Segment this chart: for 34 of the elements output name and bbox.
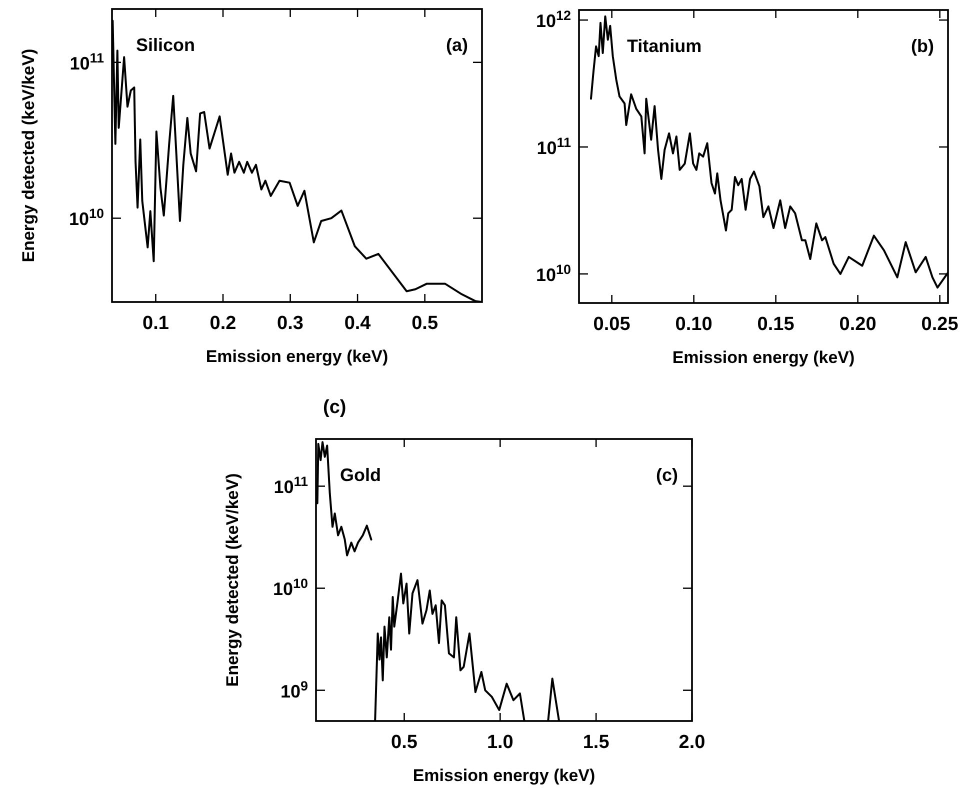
y-tick-label: 10$^{10}$ — [536, 261, 571, 285]
x-tick-label: 0.1 — [142, 313, 170, 334]
y-tick-label: 10$^{11}$ — [274, 474, 308, 498]
x-tick-label: 0.25 — [921, 314, 959, 335]
y-tick-label: 10$^{11}$ — [70, 50, 104, 74]
x-axis-title: Emission energy (keV) — [412, 766, 596, 785]
annotation: (a) — [446, 35, 468, 55]
x-axis-title: Emission energy (keV) — [206, 347, 388, 366]
y-tick-label: 10$^{12}$ — [536, 8, 571, 32]
y-tick-label: 10$^{11}$ — [536, 134, 572, 158]
y-tick-label: 10$^{10}$ — [68, 206, 104, 230]
chart-title: (c) — [323, 397, 346, 418]
annotation: (c) — [656, 465, 678, 485]
annotation: (b) — [911, 36, 934, 56]
y-axis-title: Energy detected (keV/keV) — [19, 48, 38, 262]
annotation: Gold — [340, 465, 381, 485]
x-tick-label: 1.0 — [486, 732, 514, 753]
x-tick-label: 0.20 — [839, 314, 876, 335]
y-tick-label: 10$^{10}$ — [272, 576, 308, 600]
x-tick-label: 0.15 — [757, 314, 795, 335]
x-tick-label: 0.3 — [277, 313, 304, 334]
x-tick-label: 0.10 — [675, 314, 712, 335]
x-tick-label: 0.4 — [344, 313, 372, 334]
x-tick-label: 0.2 — [210, 313, 236, 334]
y-axis-title: Energy detected (keV/keV) — [223, 473, 242, 687]
x-tick-label: 1.5 — [582, 732, 610, 753]
x-axis-title: Emission energy (keV) — [672, 348, 855, 367]
y-tick-label: 10$^{9}$ — [280, 678, 308, 702]
annotation: Titanium — [627, 36, 702, 56]
x-tick-label: 0.5 — [412, 313, 438, 334]
x-tick-label: 0.05 — [593, 314, 631, 335]
annotation: Silicon — [136, 35, 196, 55]
x-tick-label: 2.0 — [678, 732, 706, 753]
x-tick-label: 0.5 — [391, 732, 418, 753]
